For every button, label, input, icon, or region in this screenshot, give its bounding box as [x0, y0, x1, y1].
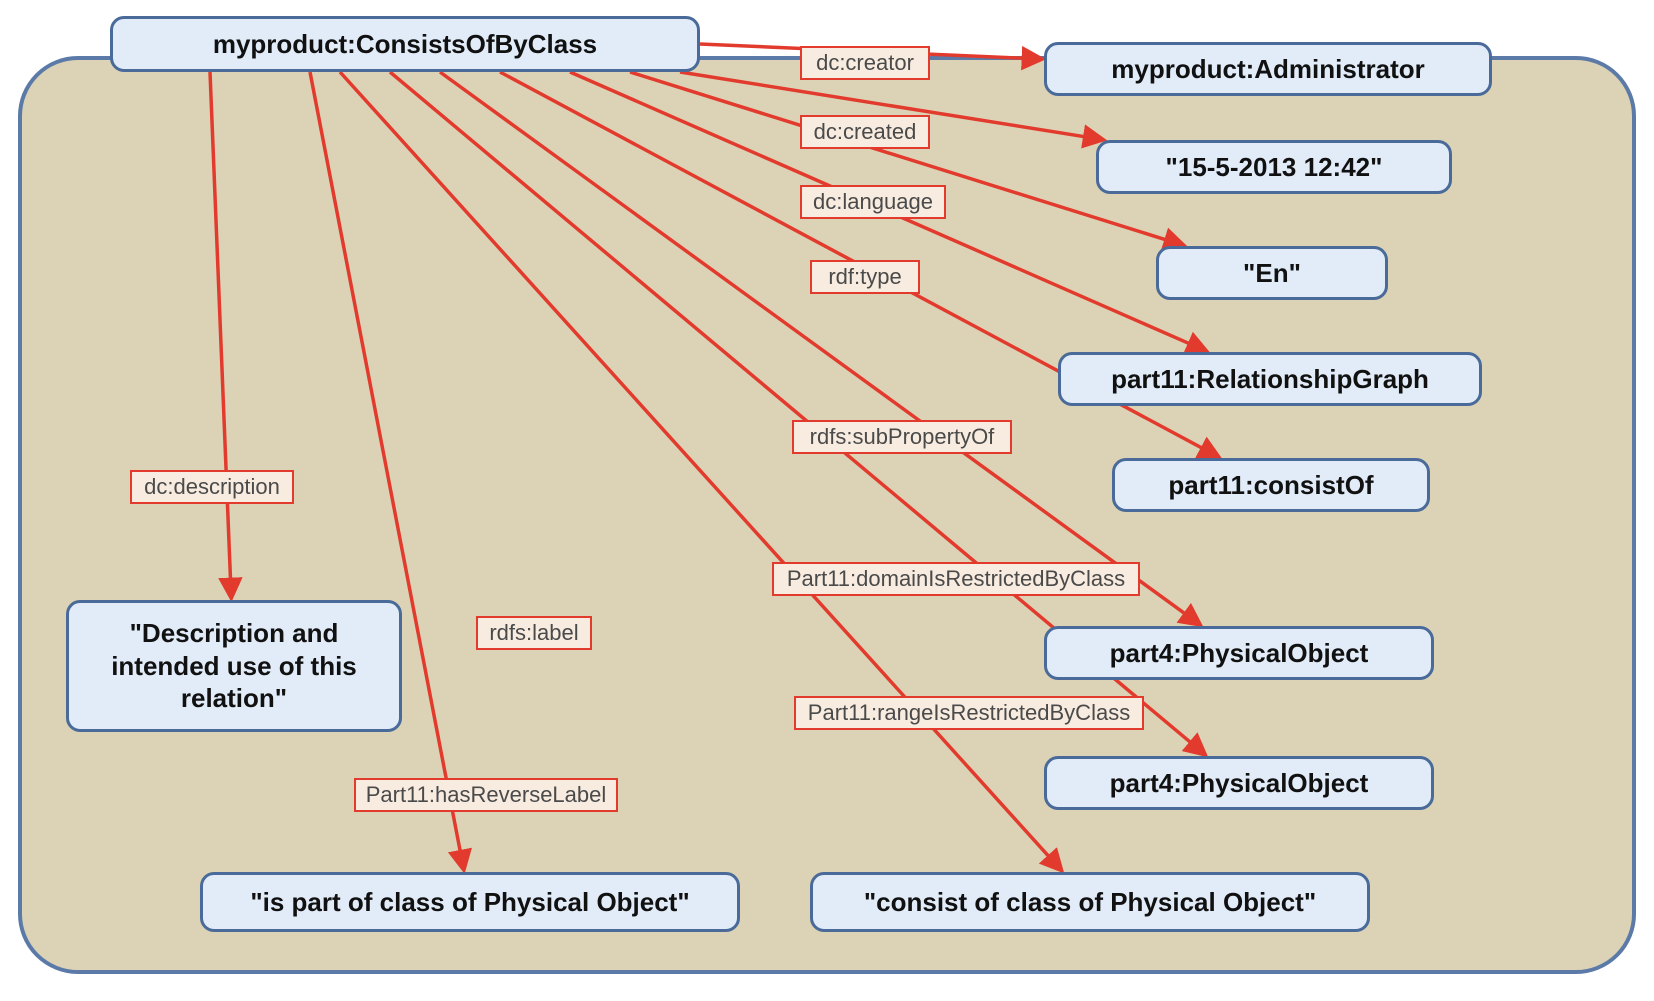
edge-label-range: Part11:rangeIsRestrictedByClass [794, 696, 1144, 730]
node-lang: "En" [1156, 246, 1388, 300]
node-type: part11:RelationshipGraph [1058, 352, 1482, 406]
edge-label-desc: dc:description [130, 470, 294, 504]
edge-label-domain: Part11:domainIsRestrictedByClass [772, 562, 1140, 596]
edge-label-admin: dc:creator [800, 46, 930, 80]
node-desc: "Description and intended use of this re… [66, 600, 402, 732]
node-domain: part4:PhysicalObject [1044, 626, 1434, 680]
node-label: "consist of class of Physical Object" [810, 872, 1370, 932]
edge-label-type: rdf:type [810, 260, 920, 294]
diagram-canvas: myproduct:ConsistsOfByClass myproduct:Adm… [0, 0, 1654, 1001]
node-subprop: part11:consistOf [1112, 458, 1430, 512]
node-admin: myproduct:Administrator [1044, 42, 1492, 96]
edge-label-subprop: rdfs:subPropertyOf [792, 420, 1012, 454]
edge-label-revlabel: Part11:hasReverseLabel [354, 778, 618, 812]
node-root: myproduct:ConsistsOfByClass [110, 16, 700, 72]
edge-label-created: dc:created [800, 115, 930, 149]
node-revlabel: "is part of class of Physical Object" [200, 872, 740, 932]
edge-label-lang: dc:language [800, 185, 946, 219]
node-created: "15-5-2013 12:42" [1096, 140, 1452, 194]
node-range: part4:PhysicalObject [1044, 756, 1434, 810]
edge-label-label: rdfs:label [476, 616, 592, 650]
